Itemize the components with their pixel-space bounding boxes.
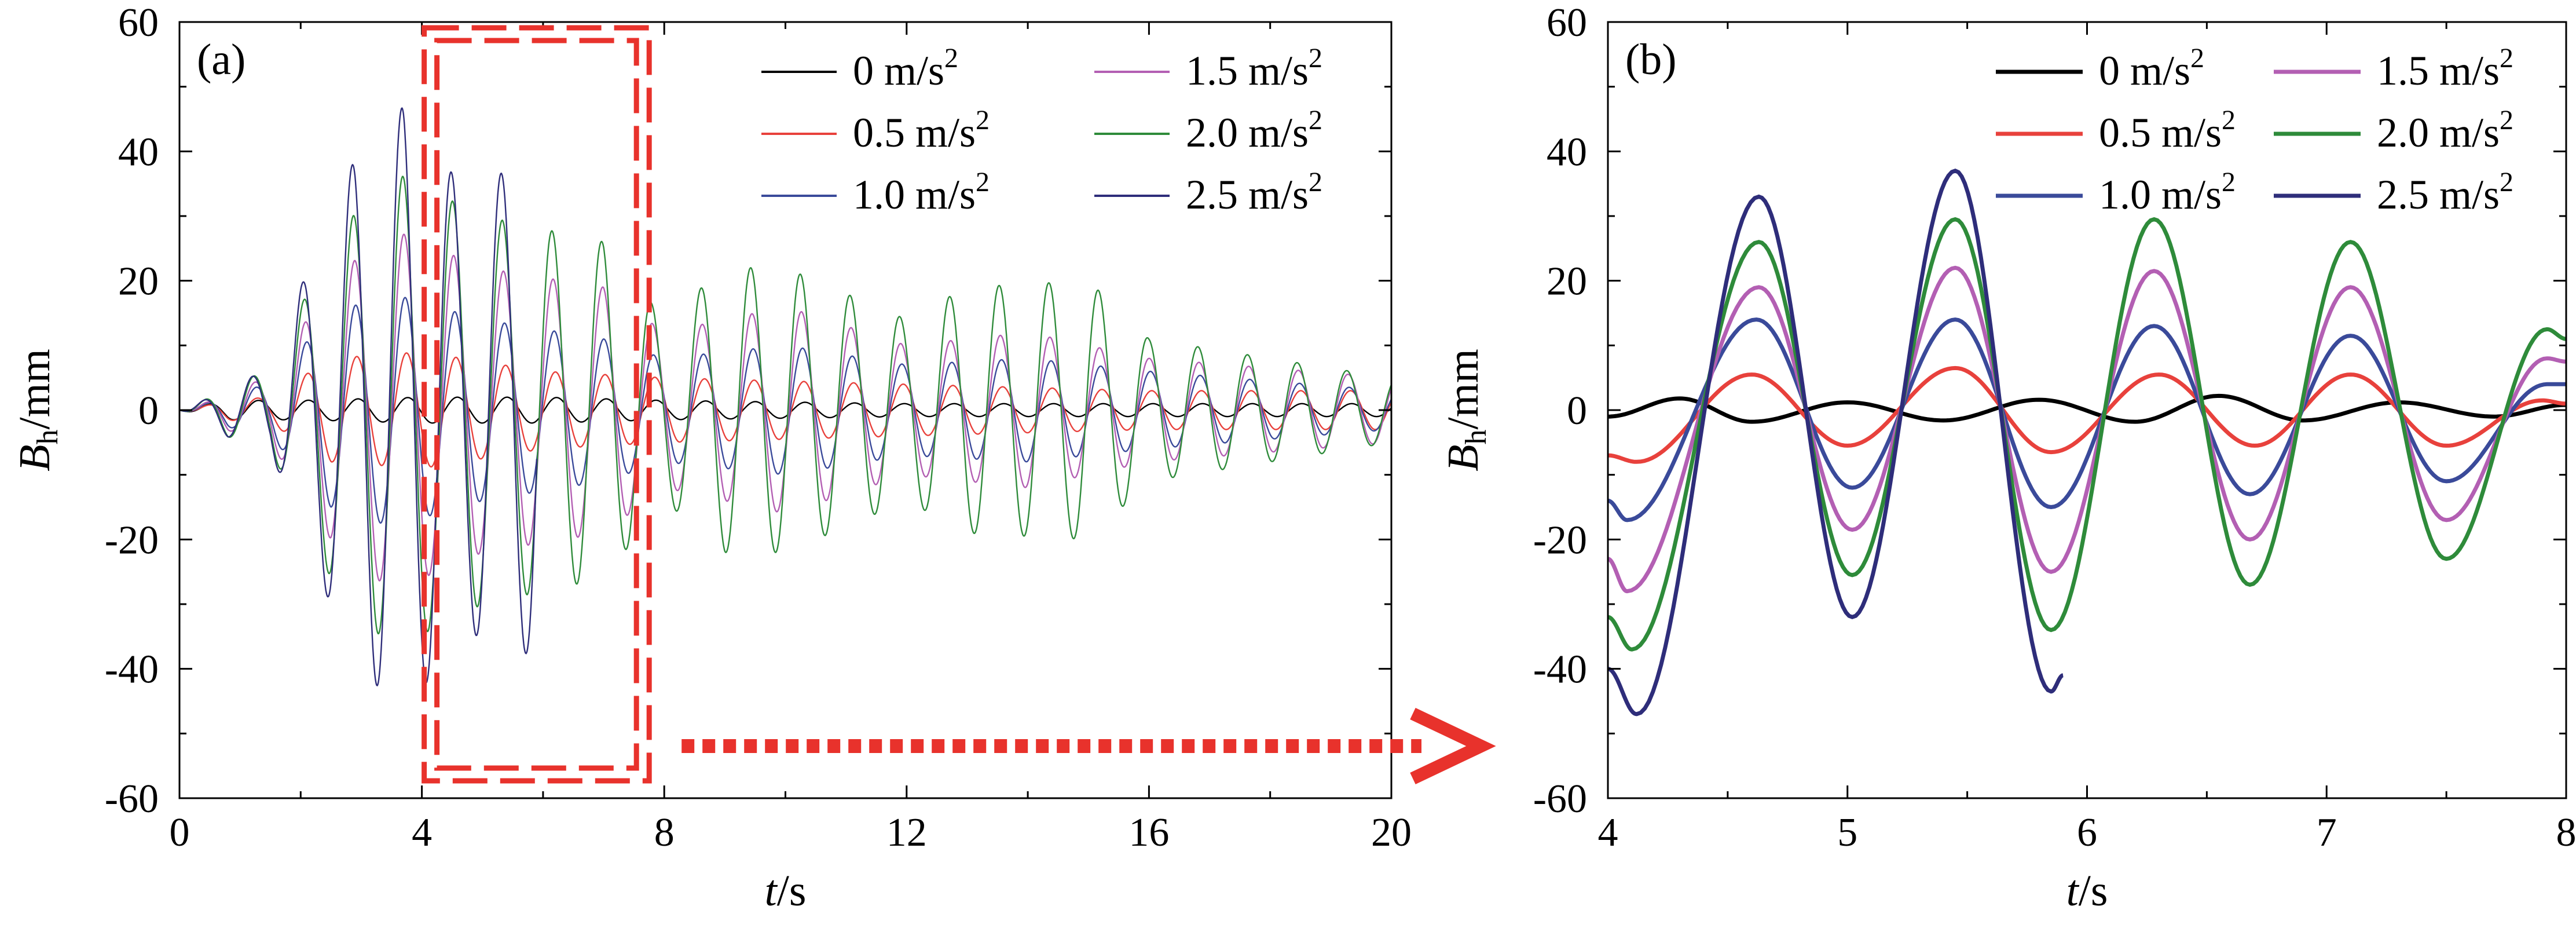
x-tick-label-b-1: 5: [1837, 810, 1857, 855]
legend-label-a-2: 1.0 m/s2: [853, 167, 990, 218]
legend-label-b-1: 0.5 m/s2: [2099, 105, 2236, 156]
zoom-arrow-head: [1410, 708, 1496, 784]
legend-label-a-3: 1.5 m/s2: [1186, 43, 1322, 94]
legend-label-a-5: 2.5 m/s2: [1186, 167, 1322, 218]
zoom-box-outline-1: [434, 38, 639, 771]
y-tick-label-a-0: -60: [105, 777, 159, 821]
x-tick-label-a-1: 4: [412, 810, 432, 855]
x-tick-label-b-4: 8: [2556, 810, 2576, 855]
y-tick-label-b-6: 60: [1547, 1, 1587, 45]
y-tick-label-a-1: -40: [105, 648, 159, 692]
series-line-b-3: [1608, 265, 2566, 594]
legend-label-a-1: 0.5 m/s2: [853, 105, 990, 156]
x-tick-label-a-0: 0: [170, 810, 190, 855]
y-tick-label-b-1: -40: [1533, 648, 1587, 692]
x-tick-label-a-2: 8: [654, 810, 675, 855]
legend-label-b-0: 0 m/s2: [2099, 43, 2204, 94]
x-tick-label-b-2: 6: [2077, 810, 2097, 855]
x-tick-label-a-4: 16: [1128, 810, 1169, 855]
series-line-a-4: [179, 176, 1391, 635]
series-group-a: [179, 107, 1391, 686]
y-tick-label-b-4: 20: [1547, 260, 1587, 304]
panel-label-b: (b): [1625, 35, 1677, 84]
x-tick-label-a-3: 12: [886, 810, 927, 855]
series-line-a-5: [179, 107, 538, 686]
legend-a: 0 m/s2 0.5 m/s2 1.0 m/s2 1.5 m/s2 2.0 m/s2 2.…: [761, 43, 1322, 218]
series-line-b-4: [1608, 217, 2566, 652]
y-tick-label-b-2: -20: [1533, 518, 1587, 562]
x-tick-label-a-5: 20: [1371, 810, 1412, 855]
series-line-b-0: [1608, 393, 2566, 424]
x-axis-label-b: t/s: [2066, 867, 2108, 915]
zoom-box-outline-0: [422, 25, 652, 784]
legend-label-b-5: 2.5 m/s2: [2377, 167, 2513, 218]
panel-b-chart: -60 -40 -20 0 20 40 60 4 5 6 7 8 t/s Bh/mm (b) 0 m/s2 0.…: [1439, 1, 2576, 915]
panel-label-a: (a): [197, 35, 245, 84]
x-tick-label-b-0: 4: [1598, 810, 1618, 855]
y-tick-label-a-3: 0: [138, 389, 159, 433]
y-tick-label-a-4: 20: [118, 260, 159, 304]
y-tick-label-a-2: -20: [105, 518, 159, 562]
y-tick-label-a-5: 40: [118, 130, 159, 174]
y-axis-label-a: Bh/mm: [10, 349, 64, 472]
series-line-b-1: [1608, 366, 2566, 464]
y-axis-label-b: Bh/mm: [1439, 349, 1493, 472]
legend-label-b-4: 2.0 m/s2: [2377, 105, 2513, 156]
legend-label-b-3: 1.5 m/s2: [2377, 43, 2513, 94]
zoom-annotation: [422, 25, 1496, 784]
panel-a-chart: -60 -40 -20 0 20 40 60 0 4 8 12 16 20 t/s Bh/mm (a) 0 m/…: [10, 1, 1412, 915]
y-tick-label-b-5: 40: [1547, 130, 1587, 174]
y-tick-label-b-3: 0: [1567, 389, 1587, 433]
legend-label-a-4: 2.0 m/s2: [1186, 105, 1322, 156]
y-tick-label-a-6: 60: [118, 1, 159, 45]
series-line-a-1: [179, 352, 1391, 468]
x-axis-label-a: t/s: [765, 867, 807, 915]
series-line-a-2: [179, 297, 1391, 524]
legend-b: 0 m/s2 0.5 m/s2 1.0 m/s2 1.5 m/s2 2.0 m/s2 2.…: [1996, 43, 2513, 218]
legend-label-a-0: 0 m/s2: [853, 43, 958, 94]
x-tick-label-b-3: 7: [2317, 810, 2337, 855]
series-line-b-5: [1608, 169, 2064, 717]
legend-label-b-2: 1.0 m/s2: [2099, 167, 2236, 218]
y-tick-label-b-0: -60: [1533, 777, 1587, 821]
series-group-b: [1608, 169, 2566, 717]
